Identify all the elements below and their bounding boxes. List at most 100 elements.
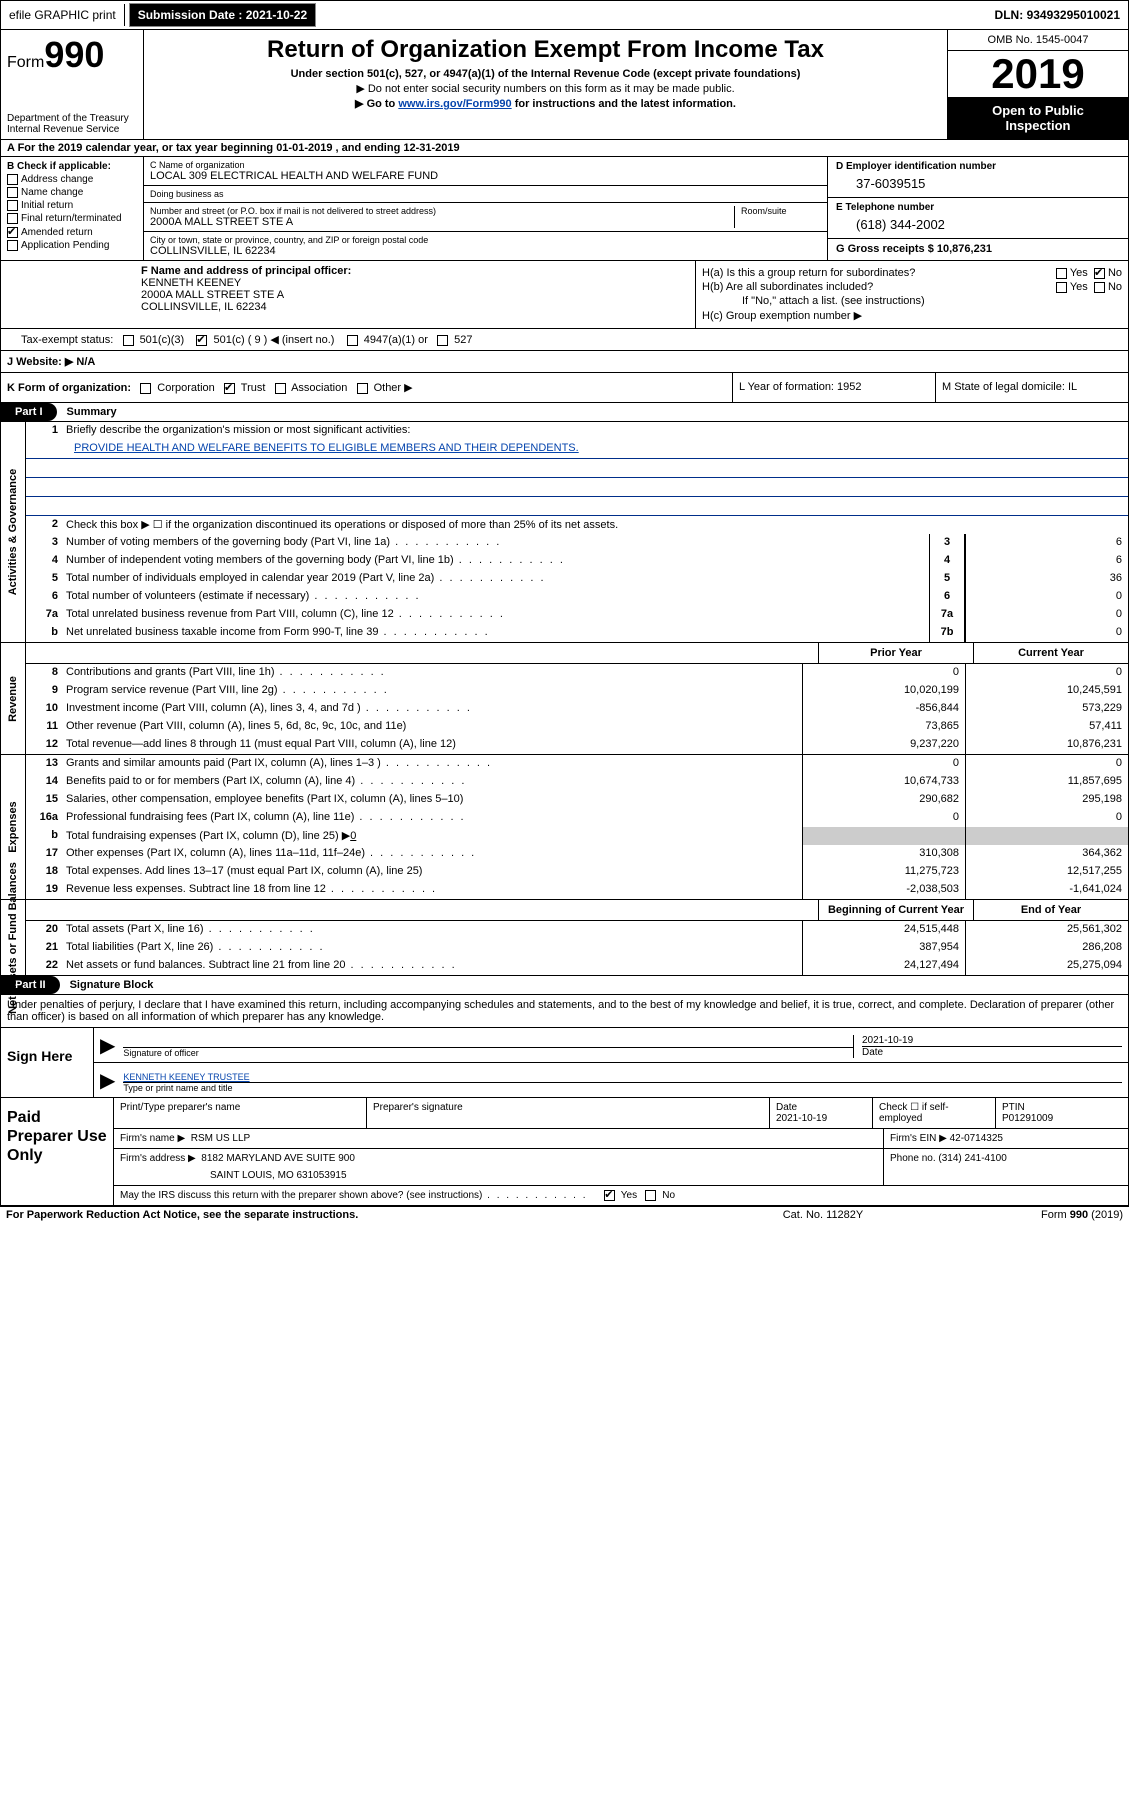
line-12: 12Total revenue—add lines 8 through 11 (… xyxy=(26,736,1128,754)
rev-col-head: Prior Year Current Year xyxy=(26,643,1128,664)
checkbox-icon[interactable] xyxy=(1056,268,1067,279)
tax-year: 2019 xyxy=(948,51,1128,97)
prior-year-head: Prior Year xyxy=(818,643,973,663)
street-value: 2000A MALL STREET STE A xyxy=(150,216,734,228)
checkbox-icon[interactable] xyxy=(357,383,368,394)
col-c-orginfo: C Name of organization LOCAL 309 ELECTRI… xyxy=(144,157,827,260)
section-bcde: B Check if applicable: Address change Na… xyxy=(0,157,1129,261)
checkbox-icon[interactable] xyxy=(645,1190,656,1201)
chk-final-return[interactable]: Final return/terminated xyxy=(7,213,137,224)
subdate-label: Submission Date : xyxy=(138,8,243,22)
checkbox-icon[interactable] xyxy=(1056,282,1067,293)
hc-line: H(c) Group exemption number ▶ xyxy=(702,309,1122,322)
checkbox-checked-icon[interactable] xyxy=(196,335,207,346)
row-klm: K Form of organization: Corporation Trus… xyxy=(0,373,1129,403)
sect-net-assets: Net Assets or Fund Balances Beginning of… xyxy=(1,900,1128,975)
signature-row: ▶ Signature of officer 2021-10-19 Date xyxy=(94,1028,1128,1063)
checkbox-icon[interactable] xyxy=(1094,282,1105,293)
mission-blank-3 xyxy=(26,497,1128,516)
topbar: efile GRAPHIC print Submission Date : 20… xyxy=(0,0,1129,30)
header-mid: Return of Organization Exempt From Incom… xyxy=(144,30,948,139)
sign-here-block: Sign Here ▶ Signature of officer 2021-10… xyxy=(0,1028,1129,1098)
name-label: Type or print name and title xyxy=(123,1082,1122,1093)
subtitle-2: ▶ Do not enter social security numbers o… xyxy=(150,82,941,95)
efile-label: efile GRAPHIC print xyxy=(9,8,116,22)
row-a-tax-year: A For the 2019 calendar year, or tax yea… xyxy=(0,140,1129,157)
org-name-label: C Name of organization xyxy=(150,160,821,170)
firm-addr-row: Firm's address ▶ 8182 MARYLAND AVE SUITE… xyxy=(114,1149,1128,1186)
checkbox-icon xyxy=(7,213,18,224)
signer-name-row: ▶ KENNETH KEENEY TRUSTEE Type or print n… xyxy=(94,1063,1128,1097)
dln-label: DLN: xyxy=(995,8,1024,22)
prep-ptin-cell: PTIN P01291009 xyxy=(996,1098,1128,1128)
line-13: 13Grants and similar amounts paid (Part … xyxy=(26,755,1128,773)
line-18: 18Total expenses. Add lines 13–17 (must … xyxy=(26,863,1128,881)
checkbox-checked-icon[interactable] xyxy=(224,383,235,394)
line-20: 20Total assets (Part X, line 16)24,515,4… xyxy=(26,921,1128,939)
form-header: Form990 Department of the Treasury Inter… xyxy=(0,30,1129,140)
line-17: 17Other expenses (Part IX, column (A), l… xyxy=(26,845,1128,863)
col-b-title: B Check if applicable: xyxy=(7,161,137,172)
checkbox-checked-icon[interactable] xyxy=(1094,268,1105,279)
chk-name-change[interactable]: Name change xyxy=(7,187,137,198)
gross-receipts-row: G Gross receipts $ 10,876,231 xyxy=(828,239,1128,259)
line-22: 22Net assets or fund balances. Subtract … xyxy=(26,957,1128,975)
form990-link[interactable]: www.irs.gov/Form990 xyxy=(398,98,511,110)
line-10: 10Investment income (Part VIII, column (… xyxy=(26,700,1128,718)
line-5: 5Total number of individuals employed in… xyxy=(26,570,1128,588)
checkbox-icon[interactable] xyxy=(347,335,358,346)
checkbox-icon[interactable] xyxy=(123,335,134,346)
perjury-statement: Under penalties of perjury, I declare th… xyxy=(0,995,1129,1028)
dept-block: Department of the Treasury Internal Reve… xyxy=(7,113,137,135)
sect-expenses: Expenses 13Grants and similar amounts pa… xyxy=(1,755,1128,900)
checkbox-icon xyxy=(7,200,18,211)
checkbox-icon[interactable] xyxy=(275,383,286,394)
mission-text[interactable]: PROVIDE HEALTH AND WELFARE BENEFITS TO E… xyxy=(26,440,1128,459)
line-14: 14Benefits paid to or for members (Part … xyxy=(26,773,1128,791)
vtab-net-assets: Net Assets or Fund Balances xyxy=(1,900,26,975)
checkbox-icon[interactable] xyxy=(437,335,448,346)
firm-addr-cell: Firm's address ▶ 8182 MARYLAND AVE SUITE… xyxy=(114,1149,884,1185)
chk-application-pending[interactable]: Application Pending xyxy=(7,240,137,251)
form-title: Return of Organization Exempt From Incom… xyxy=(150,36,941,64)
officer-name: KENNETH KEENEY xyxy=(141,277,689,289)
hb-line: H(b) Are all subordinates included? Yes … xyxy=(702,281,1122,293)
city-label: City or town, state or province, country… xyxy=(150,235,821,245)
tax-exempt-row: Tax-exempt status: 501(c)(3) 501(c) ( 9 … xyxy=(0,329,1129,351)
org-name-row: C Name of organization LOCAL 309 ELECTRI… xyxy=(144,157,827,186)
submission-date-btn[interactable]: Submission Date : 2021-10-22 xyxy=(129,3,316,27)
chk-address-change[interactable]: Address change xyxy=(7,174,137,185)
dept1: Department of the Treasury xyxy=(7,113,137,124)
prep-header-row: Print/Type preparer's name Preparer's si… xyxy=(114,1098,1128,1129)
ha-line: H(a) Is this a group return for subordin… xyxy=(702,267,1122,279)
ein-value: 37-6039515 xyxy=(836,172,1120,193)
chk-amended-return[interactable]: Amended return xyxy=(7,227,137,238)
form-of-org: K Form of organization: Corporation Trus… xyxy=(1,373,732,402)
form-num: 990 xyxy=(44,34,104,75)
year-formation: L Year of formation: 1952 xyxy=(732,373,935,402)
signer-name[interactable]: KENNETH KEENEY TRUSTEE xyxy=(123,1072,1122,1082)
omb-number: OMB No. 1545-0047 xyxy=(948,30,1128,51)
row-fh: F Name and address of principal officer:… xyxy=(0,261,1129,329)
signature-cell[interactable]: Signature of officer xyxy=(123,1033,853,1058)
firm-ein-cell: Firm's EIN ▶ 42-0714325 xyxy=(884,1129,1128,1148)
checkbox-icon[interactable] xyxy=(140,383,151,394)
checkbox-checked-icon[interactable] xyxy=(604,1190,615,1201)
org-name: LOCAL 309 ELECTRICAL HEALTH AND WELFARE … xyxy=(150,170,821,182)
mission-blank-1 xyxy=(26,459,1128,478)
subtitle-1: Under section 501(c), 527, or 4947(a)(1)… xyxy=(150,68,941,80)
signature-arrow-icon: ▶ xyxy=(100,1033,115,1058)
line-3: 3Number of voting members of the governi… xyxy=(26,534,1128,552)
summary-body: Activities & Governance 1 Briefly descri… xyxy=(0,422,1129,976)
sub3-pre: ▶ Go to xyxy=(355,98,398,110)
dln-value: 93493295010021 xyxy=(1027,8,1120,22)
ein-label: D Employer identification number xyxy=(836,161,1120,172)
line-4: 4Number of independent voting members of… xyxy=(26,552,1128,570)
ha-label: H(a) Is this a group return for subordin… xyxy=(702,267,1056,279)
room-suite: Room/suite xyxy=(734,206,821,228)
line-15: 15Salaries, other compensation, employee… xyxy=(26,791,1128,809)
state-domicile: M State of legal domicile: IL xyxy=(935,373,1128,402)
gross-value: 10,876,231 xyxy=(937,243,992,255)
chk-initial-return[interactable]: Initial return xyxy=(7,200,137,211)
end-year-head: End of Year xyxy=(973,900,1128,920)
